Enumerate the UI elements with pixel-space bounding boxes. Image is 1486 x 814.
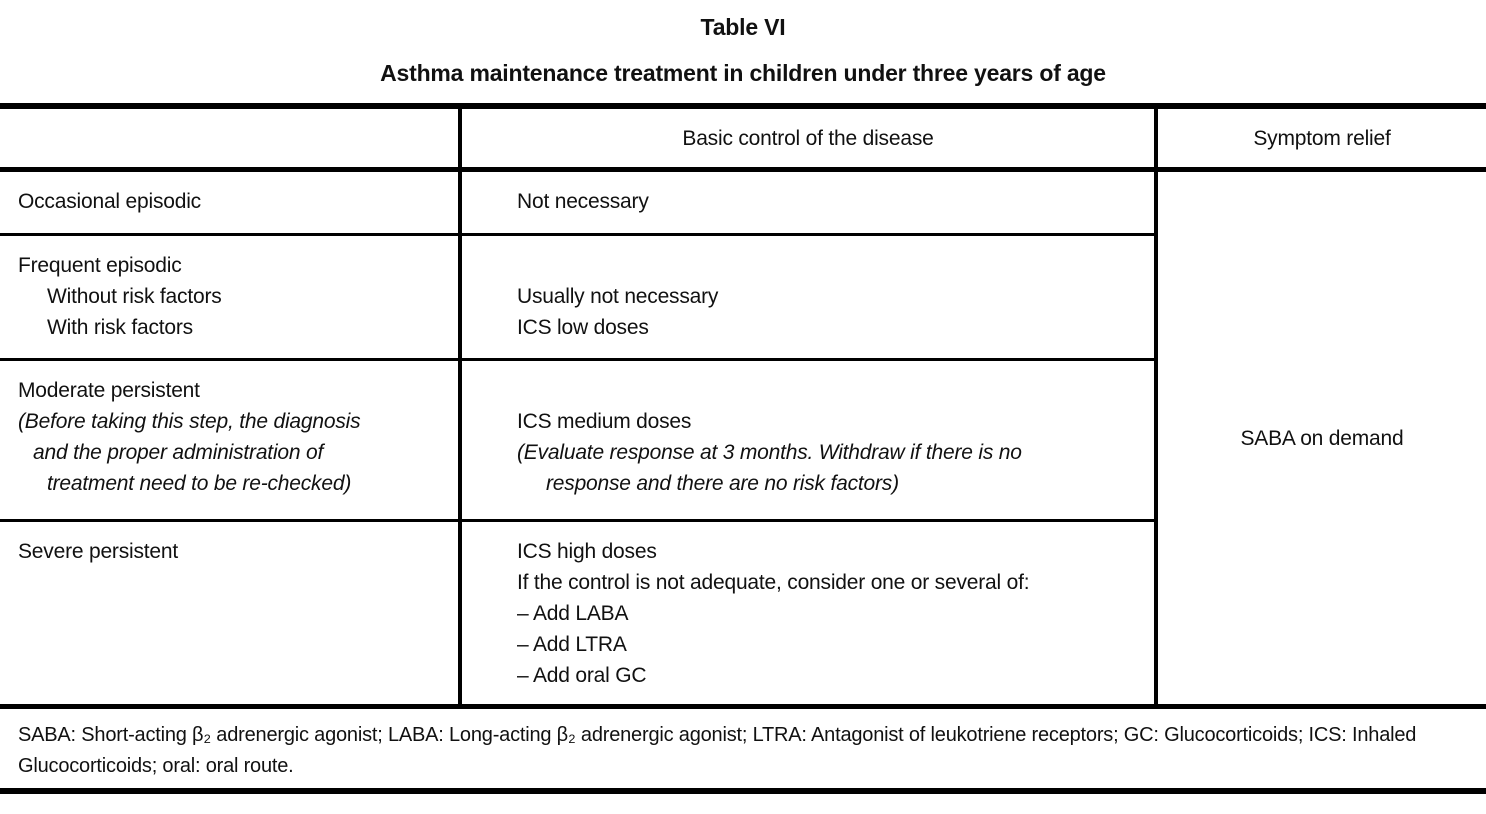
treatment-line: ICS high doses — [517, 540, 657, 563]
severity-note-line: and the proper administration of — [33, 441, 324, 464]
treatment-note-line: response and there are no risk factors) — [546, 472, 899, 495]
table-footnote: SABA: Short-acting β₂ adrenergic agonist… — [18, 724, 1417, 777]
treatment-list-item: – Add LABA — [517, 602, 629, 625]
treatment-line: ICS medium doses — [517, 410, 692, 433]
treatment-cell-moderate-persistent: ICS medium doses (Evaluate response at 3… — [462, 361, 1158, 522]
treatment-blank-line — [517, 250, 1142, 281]
table-number: Table VI — [700, 14, 786, 40]
bottom-rule — [0, 788, 1486, 794]
treatment-line: ICS low doses — [517, 316, 649, 339]
severity-line: Frequent episodic — [18, 254, 182, 277]
severity-note-line: (Before taking this step, the diagnosis — [18, 410, 361, 433]
treatment-line: Usually not necessary — [517, 285, 719, 308]
document-page: Table VI Asthma maintenance treatment in… — [0, 14, 1486, 794]
saba-on-demand-text: SABA on demand — [1240, 426, 1404, 450]
table-title: Asthma maintenance treatment in children… — [380, 60, 1106, 86]
severity-subline: With risk factors — [47, 316, 193, 339]
treatment-list-item: – Add oral GC — [517, 664, 647, 687]
treatment-line: If the control is not adequate, consider… — [517, 571, 1030, 594]
severity-subline: Without risk factors — [47, 285, 222, 308]
treatment-line: Not necessary — [517, 190, 649, 213]
severity-note-line: treatment need to be re-checked) — [47, 472, 352, 495]
severity-cell-occasional-episodic: Occasional episodic — [0, 172, 462, 236]
severity-line: Occasional episodic — [18, 190, 201, 213]
severity-cell-frequent-episodic: Frequent episodic Without risk factors W… — [0, 236, 462, 361]
treatment-cell-severe-persistent: ICS high doses If the control is not ade… — [462, 522, 1158, 704]
treatment-cell-occasional-episodic: Not necessary — [462, 172, 1158, 236]
treatment-table: Basic control of the disease Symptom rel… — [0, 103, 1486, 709]
header-basic-control: Basic control of the disease — [462, 109, 1158, 172]
header-empty-cell — [0, 109, 462, 172]
header-symptom-relief: Symptom relief — [1158, 109, 1486, 172]
treatment-list-item: – Add LTRA — [517, 633, 627, 656]
symptom-relief-cell: SABA on demand — [1158, 172, 1486, 704]
treatment-cell-frequent-episodic: Usually not necessary ICS low doses — [462, 236, 1158, 361]
severity-line: Severe persistent — [18, 540, 179, 563]
treatment-blank-line — [517, 375, 1142, 406]
severity-line: Moderate persistent — [18, 379, 200, 402]
severity-cell-severe-persistent: Severe persistent — [0, 522, 462, 704]
treatment-note-line: (Evaluate response at 3 months. Withdraw… — [517, 441, 1022, 464]
severity-cell-moderate-persistent: Moderate persistent (Before taking this … — [0, 361, 462, 522]
